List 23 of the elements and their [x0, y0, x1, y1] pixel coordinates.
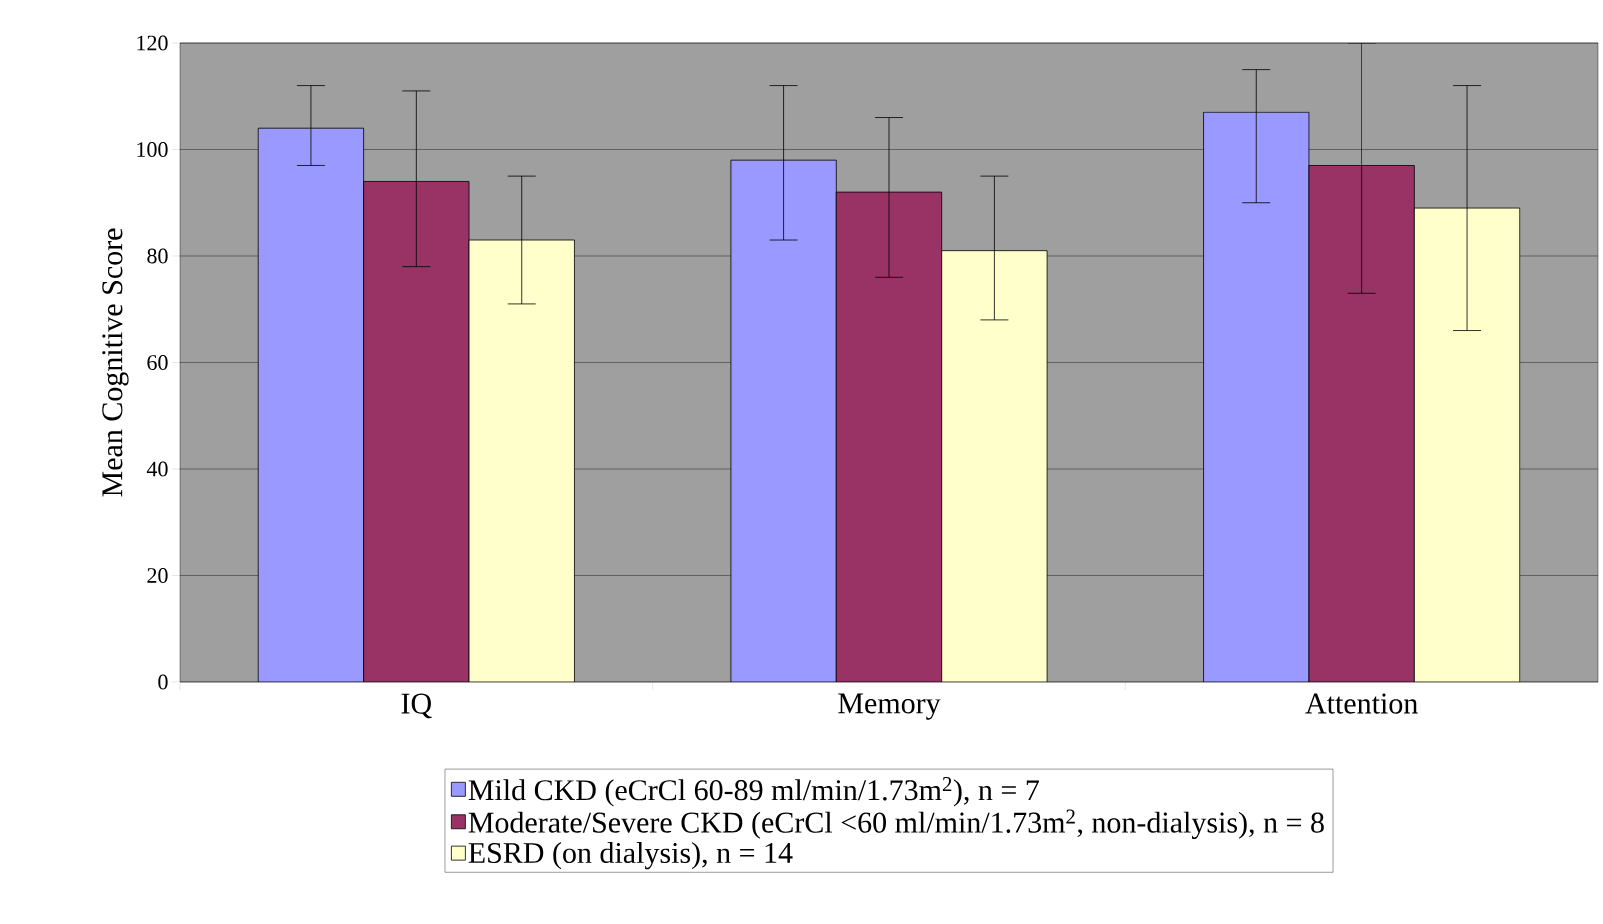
legend-label: Moderate/Severe CKD (eCrCl <60 ml/min/1.73m$^{2}$, non-dialysis), n = 8 [468, 809, 1324, 839]
y-tick-label: 60 [147, 355, 168, 370]
x-tick-label: Memory [838, 693, 941, 720]
y-tick-label: 20 [147, 568, 168, 583]
y-tick-label: 100 [137, 142, 168, 157]
bar [257, 127, 365, 682]
bar [941, 250, 1048, 682]
bar [1413, 207, 1521, 682]
bar [730, 159, 837, 682]
bar [363, 181, 470, 682]
y-tick-label: 40 [146, 461, 168, 477]
bar [1203, 111, 1310, 682]
bar [468, 239, 575, 682]
legend-label: Mild CKD (eCrCl 60-89 ml/min/1.73m$^{2}$), n = 7 [468, 777, 1039, 807]
y-axis-title: Mean Cognitive Score [102, 228, 129, 497]
x-tick-label: Attention [1305, 693, 1418, 714]
y-tick-label: 0 [158, 674, 168, 690]
x-tick-label: IQ [401, 693, 432, 719]
y-tick-label: 120 [137, 35, 168, 51]
bar [835, 191, 943, 682]
bar [1308, 165, 1415, 682]
y-tick-label: 80 [147, 248, 168, 264]
legend-label: ESRD (on dialysis), n = 14 [468, 841, 793, 870]
